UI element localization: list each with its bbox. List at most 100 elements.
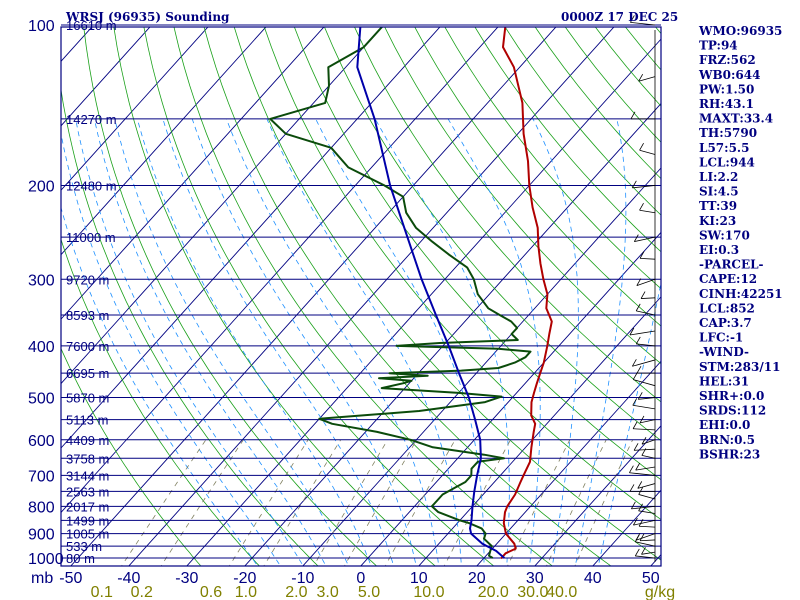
wind-barb — [632, 359, 656, 367]
pressure-tick-label: 300 — [28, 272, 55, 289]
wind-barb — [632, 404, 656, 410]
wind-barb-flag — [641, 547, 646, 555]
wind-barb — [640, 539, 656, 542]
moist-adiabat-line — [191, 118, 417, 566]
wind-barb-flag — [630, 15, 635, 23]
wind-barb-flag — [637, 392, 643, 400]
moist-adiabat-line — [574, 118, 627, 566]
wind-barb — [639, 419, 656, 424]
wind-barb-flag — [632, 421, 638, 429]
wind-barb-flag — [629, 484, 635, 492]
parcel-curve — [356, 27, 505, 559]
mixing-ratio-tick-label: 0.2 — [131, 584, 153, 600]
temperature-tick-label: 40 — [584, 570, 602, 587]
moist-adiabat-line — [315, 118, 485, 566]
index-value: WB0:644 — [698, 68, 760, 82]
pressure-tick-label: 800 — [28, 499, 55, 516]
height-label: 8593 m — [66, 308, 109, 323]
height-label: 3758 m — [66, 451, 109, 466]
moist-adiabat-line — [136, 118, 372, 566]
index-value: TT:39 — [699, 199, 737, 213]
dry-adiabat-line — [61, 238, 260, 566]
mixing-ratio-tick-label: 2.0 — [285, 584, 307, 600]
wind-barb-flag — [634, 548, 640, 557]
wind-barb-flag — [630, 111, 636, 120]
index-value: BSHR:23 — [699, 447, 760, 461]
pressure-tick-label: 1000 — [28, 551, 64, 568]
index-value: BRN:0.5 — [699, 433, 755, 447]
moist-adiabat-line — [532, 118, 579, 566]
dry-adiabat-line — [61, 347, 202, 566]
moist-adiabat-line — [162, 118, 395, 566]
dry-adiabat-line — [203, 27, 612, 566]
mixing-ratio-line — [574, 439, 634, 566]
wind-barb-flag — [633, 517, 638, 526]
wind-barb — [634, 236, 656, 243]
index-value: SRDS:112 — [699, 404, 766, 418]
wind-barb-flag — [639, 203, 644, 211]
wind-barb-flag — [632, 180, 637, 189]
mixing-ratio-tick-label: 5.0 — [358, 584, 380, 600]
index-value: EI:0.3 — [699, 243, 739, 257]
wind-barb — [639, 525, 656, 528]
mixing-ratio-line — [313, 439, 389, 566]
wind-barb-flag — [631, 359, 637, 367]
temperature-curve — [500, 27, 553, 560]
wind-barb-flag — [635, 303, 641, 312]
temperature-tick-label: -10 — [291, 570, 314, 587]
height-label: 6695 m — [66, 366, 109, 381]
temperature-tick-label: -20 — [233, 570, 256, 587]
mixing-ratio-line — [160, 439, 244, 566]
dry-adiabat-line — [293, 27, 661, 481]
mixing-ratio-tick-label: 40.0 — [546, 584, 577, 600]
height-label: 533 m — [66, 539, 102, 554]
wind-barb — [639, 149, 656, 155]
isobar-lines — [61, 24, 661, 559]
wind-barb — [641, 455, 656, 459]
temperature-tick-label: -50 — [59, 570, 82, 587]
index-value: PW:1.50 — [699, 82, 754, 96]
pressure-tick-label: 600 — [28, 433, 55, 450]
wind-barb — [640, 257, 656, 260]
wind-barb — [639, 209, 656, 214]
wind-barb — [637, 483, 656, 489]
sounding-curves — [269, 27, 553, 560]
index-value: SHR+:0.0 — [699, 389, 764, 403]
mixing-ratio-tick-label: 0.6 — [200, 584, 222, 600]
wind-barb-flag — [639, 415, 645, 424]
wind-barb-flag — [638, 74, 644, 82]
wind-barb — [634, 448, 656, 451]
wind-barb — [631, 505, 656, 510]
mixing-ratio-tick-label: 0.1 — [91, 584, 113, 600]
height-label: 3144 m — [66, 468, 109, 483]
temperature-tick-label: -40 — [117, 570, 140, 587]
mixing-ratio-line — [228, 439, 309, 566]
isotherm-line — [61, 27, 151, 127]
index-value: SI:4.5 — [699, 185, 739, 199]
wind-barb-flag — [635, 462, 641, 471]
height-label: 4409 m — [66, 433, 109, 448]
moist-adiabat-line — [226, 118, 440, 566]
dry-adiabat-line — [233, 27, 661, 561]
wind-barb-flag — [632, 372, 638, 380]
wind-barb-flag — [629, 327, 635, 336]
moist-adiabat-line — [75, 118, 304, 566]
index-value: FRZ:562 — [699, 53, 756, 67]
mixing-ratio-tick-label: 30.0 — [517, 584, 548, 600]
mixing-ratio-unit: g/kg — [645, 584, 675, 600]
dry-adiabat-line — [263, 27, 661, 521]
dry-adiabat-line — [414, 27, 661, 327]
index-value: LI:2.2 — [699, 170, 738, 184]
isotherm-line — [186, 38, 661, 566]
isotherm-line — [0, 1, 58, 580]
height-label: 11000 m — [66, 230, 116, 245]
indices-panel: WMO:96935TP:94FRZ:562WB0:644PW:1.50RH:43… — [698, 24, 783, 461]
dry-adiabat-line — [384, 27, 661, 365]
mixing-ratio-line — [121, 439, 207, 566]
wind-barbs — [629, 15, 656, 562]
index-value: LCL:944 — [699, 155, 755, 169]
pressure-tick-label: 900 — [28, 527, 55, 544]
index-value: CAPE:12 — [699, 272, 757, 286]
wind-barb-flag — [633, 234, 639, 242]
index-value: -WIND- — [699, 345, 749, 359]
